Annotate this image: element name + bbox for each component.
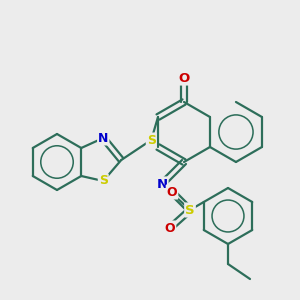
Text: S: S: [99, 175, 108, 188]
Text: S: S: [147, 134, 156, 146]
Text: O: O: [178, 71, 190, 85]
Text: O: O: [167, 185, 177, 199]
Text: N: N: [98, 131, 108, 145]
Text: S: S: [185, 203, 195, 217]
Text: N: N: [156, 178, 168, 190]
Text: O: O: [165, 221, 175, 235]
